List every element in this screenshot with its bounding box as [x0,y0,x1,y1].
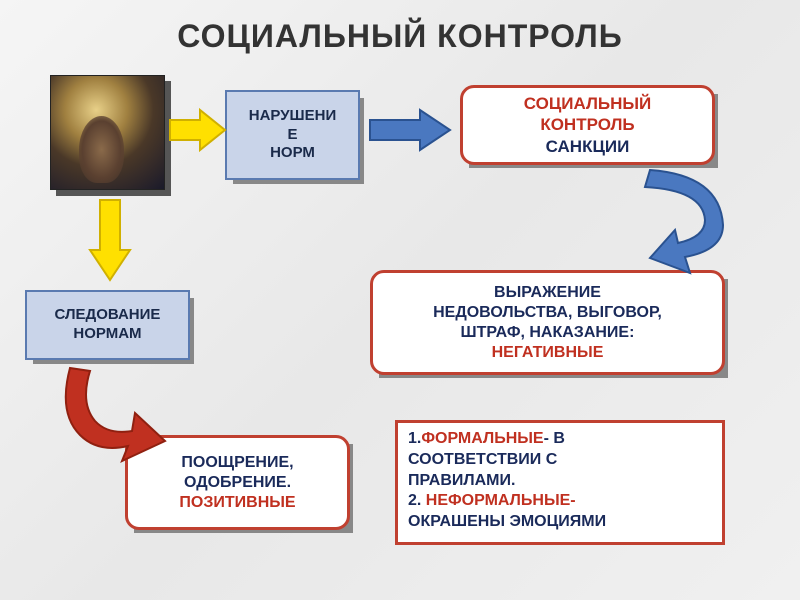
text: ОДОБРЕНИЕ. [184,473,291,493]
text: СЛЕДОВАНИЕ [55,306,161,325]
text: НОРМАМ [73,325,141,344]
box-control: СОЦИАЛЬНЫЙ КОНТРОЛЬ САНКЦИИ [460,85,715,165]
text: Е [287,126,297,145]
arrow-blue-curve [615,165,745,275]
text: САНКЦИИ [546,136,630,157]
text: - В [544,430,565,447]
text: НЕДОВОЛЬСТВА, ВЫГОВОР, [433,303,662,323]
text: НАРУШЕНИ [249,107,337,126]
text: НЕГАТИВНЫЕ [492,343,604,363]
page-title: СОЦИАЛЬНЫЙ КОНТРОЛЬ [0,0,800,65]
text: ПООЩРЕНИЕ, [181,453,293,473]
box-formal: 1.ФОРМАЛЬНЫЕ- В СООТВЕТСТВИИ С ПРАВИЛАМИ… [395,420,725,545]
line: 2. НЕФОРМАЛЬНЫЕ- [408,491,576,512]
avatar [50,75,165,190]
text: СОЦИАЛЬНЫЙ [524,93,651,114]
avatar-wrap [50,75,165,190]
line: ПРАВИЛАМИ. [408,471,515,492]
box-violation: НАРУШЕНИ Е НОРМ [225,90,360,180]
line: 1.ФОРМАЛЬНЫЕ- В [408,429,565,450]
text: КОНТРОЛЬ [540,114,634,135]
line: СООТВЕТСТВИИ С [408,450,557,471]
box-discontent: ВЫРАЖЕНИЕ НЕДОВОЛЬСТВА, ВЫГОВОР, ШТРАФ, … [370,270,725,375]
diagram-canvas: НАРУШЕНИ Е НОРМ СОЦИАЛЬНЫЙ КОНТРОЛЬ САНК… [0,65,800,595]
text: 1. [408,430,421,447]
arrow-blue-right [370,110,450,150]
text: НЕФОРМАЛЬНЫЕ- [426,492,576,509]
text: ПОЗИТИВНЫЕ [179,493,295,513]
box-following: СЛЕДОВАНИЕ НОРМАМ [25,290,190,360]
text: ВЫРАЖЕНИЕ [494,283,601,303]
line: ОКРАШЕНЫ ЭМОЦИЯМИ [408,512,606,533]
arrow-yellow-right [170,110,225,150]
text: 2. [408,492,426,509]
arrow-red-curve [50,363,180,463]
text: ШТРАФ, НАКАЗАНИЕ: [461,323,635,343]
arrow-yellow-down [90,200,130,280]
text: ФОРМАЛЬНЫЕ [421,430,543,447]
text: НОРМ [270,144,315,163]
